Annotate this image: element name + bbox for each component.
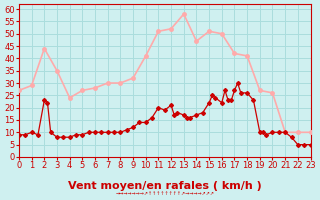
X-axis label: Vent moyen/en rafales ( km/h ): Vent moyen/en rafales ( km/h )	[68, 181, 262, 191]
Text: →→→→→→→↗↑↑↑↑↑↑↑↑↗→→→→↗↗↗: →→→→→→→↗↑↑↑↑↑↑↑↑↗→→→→↗↗↗	[115, 191, 214, 196]
